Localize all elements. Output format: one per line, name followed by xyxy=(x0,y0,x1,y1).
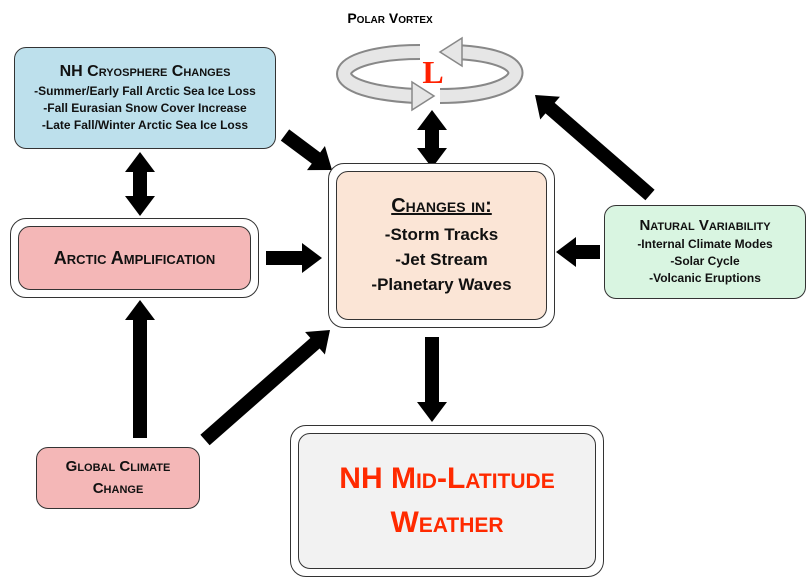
node-title: NH Cryosphere Changes xyxy=(59,62,231,80)
weather-box: NH Mid-Latitude Weather xyxy=(298,433,596,569)
node-item: -Jet Stream xyxy=(395,249,488,269)
arrow xyxy=(266,243,322,273)
polar-vortex-title: Polar Vortex xyxy=(347,10,433,26)
polar-vortex-ring xyxy=(336,36,524,112)
node-title: Arctic Amplification xyxy=(53,247,216,268)
node-item: -Planetary Waves xyxy=(371,274,512,294)
node-title: Natural Variability xyxy=(639,217,771,234)
node-item: -Storm Tracks xyxy=(384,224,499,244)
node-item: -Summer/Early Fall Arctic Sea Ice Loss xyxy=(34,83,256,98)
natural-box: Natural Variability -Internal Climate Mo… xyxy=(604,205,806,299)
arrow xyxy=(535,95,655,201)
node-item: -Late Fall/Winter Arctic Sea Ice Loss xyxy=(41,117,249,132)
polar-vortex-symbol: L xyxy=(422,54,444,90)
arrow xyxy=(417,337,447,422)
node-item: -Solar Cycle xyxy=(670,254,740,268)
changes-box: Changes in: -Storm Tracks -Jet Stream -P… xyxy=(336,171,547,320)
node-title: NH Mid-Latitude Weather xyxy=(339,462,555,539)
arrow xyxy=(556,237,600,267)
cryosphere-box: NH Cryosphere Changes -Summer/Early Fall… xyxy=(14,47,276,149)
global-box: Global Climate Change xyxy=(36,447,200,509)
arrow xyxy=(200,330,330,446)
node-title: Global Climate Change xyxy=(65,458,171,497)
arctic-box: Arctic Amplification xyxy=(18,226,251,290)
arrow xyxy=(125,300,155,438)
arrow xyxy=(417,110,447,168)
node-item: -Internal Climate Modes xyxy=(637,237,773,251)
node-title: Changes in: xyxy=(391,194,492,217)
node-item: -Fall Eurasian Snow Cover Increase xyxy=(43,100,247,115)
arrow xyxy=(280,129,332,171)
arrow xyxy=(125,152,155,216)
node-item: -Volcanic Eruptions xyxy=(649,271,761,285)
